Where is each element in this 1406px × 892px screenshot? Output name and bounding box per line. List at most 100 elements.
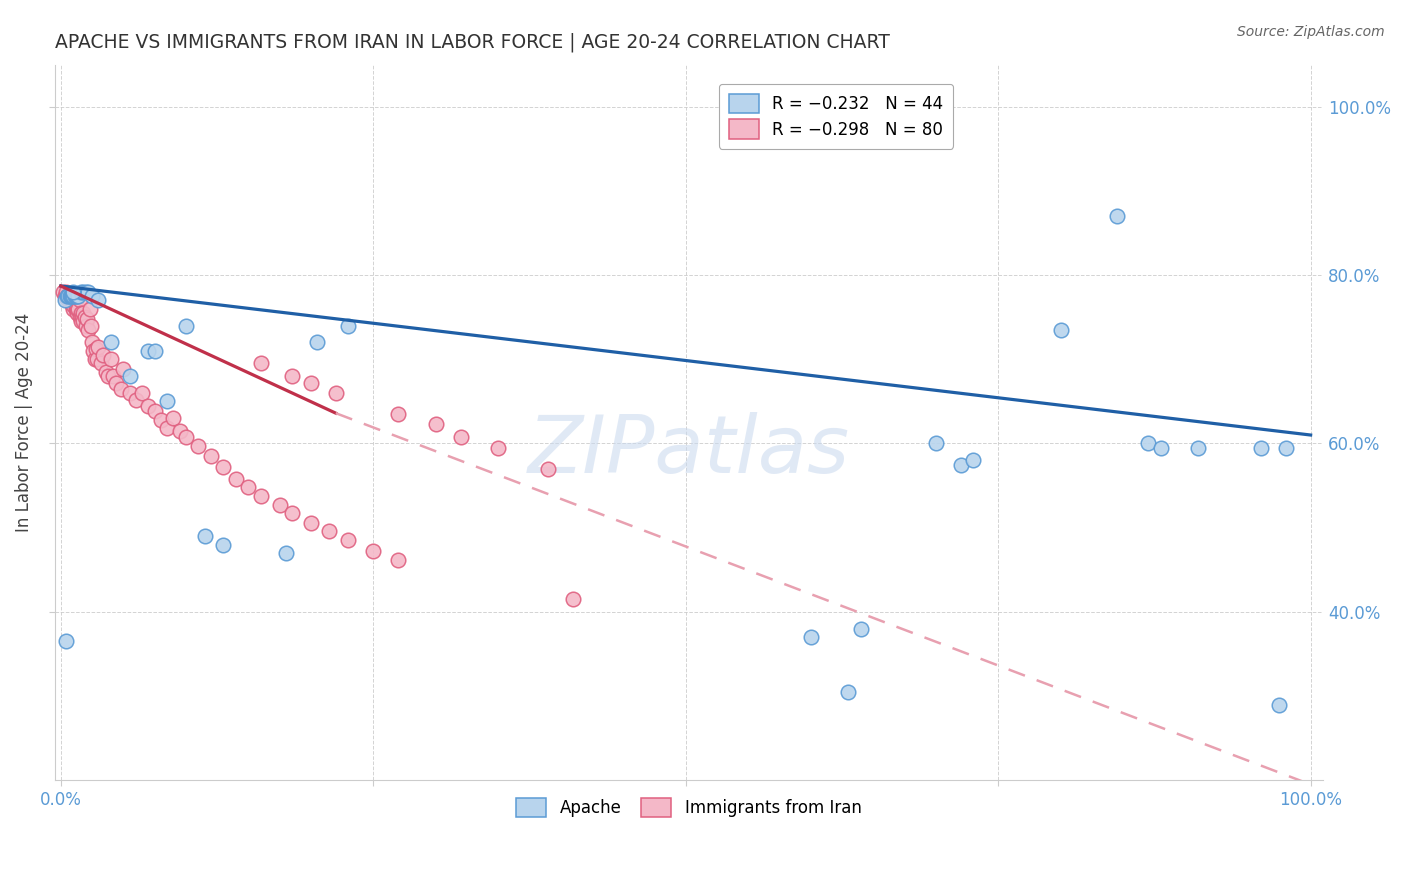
Point: [118, 369, 141, 384]
Point: [118, 386, 141, 401]
Point: [305, 335, 328, 350]
Point: [80, 318, 103, 333]
Point: [65, 297, 87, 311]
Point: [949, 458, 972, 472]
Y-axis label: In Labor Force | Age 20-24: In Labor Force | Age 20-24: [15, 313, 32, 532]
Point: [1137, 436, 1160, 450]
Point: [1250, 441, 1272, 455]
Point: [1105, 209, 1128, 223]
Point: [82, 343, 104, 358]
Point: [56, 289, 79, 303]
Point: [156, 421, 179, 435]
Point: [65, 289, 87, 303]
Point: [59, 289, 82, 303]
Point: [97, 369, 120, 384]
Point: [162, 411, 184, 425]
Point: [103, 369, 125, 384]
Point: [60, 297, 83, 311]
Point: [486, 441, 509, 455]
Point: [52, 285, 75, 299]
Point: [325, 386, 347, 401]
Point: [249, 489, 271, 503]
Point: [59, 293, 82, 308]
Point: [79, 301, 101, 316]
Point: [55, 634, 77, 648]
Point: [318, 524, 340, 538]
Point: [69, 314, 91, 328]
Point: [212, 537, 235, 551]
Point: [1049, 323, 1071, 337]
Point: [110, 382, 132, 396]
Point: [73, 310, 96, 325]
Point: [63, 289, 86, 303]
Point: [387, 407, 409, 421]
Point: [387, 552, 409, 566]
Point: [58, 289, 80, 303]
Point: [66, 306, 89, 320]
Point: [62, 285, 84, 299]
Point: [86, 352, 108, 367]
Point: [136, 399, 159, 413]
Point: [80, 335, 103, 350]
Point: [66, 289, 89, 303]
Point: [800, 630, 823, 644]
Point: [1274, 441, 1296, 455]
Point: [1150, 441, 1173, 455]
Point: [193, 529, 215, 543]
Point: [65, 301, 87, 316]
Point: [84, 342, 107, 356]
Point: [91, 348, 114, 362]
Point: [425, 417, 447, 431]
Point: [269, 498, 291, 512]
Point: [76, 311, 98, 326]
Point: [450, 430, 472, 444]
Point: [62, 289, 84, 303]
Point: [58, 289, 80, 303]
Point: [72, 285, 94, 299]
Point: [200, 449, 222, 463]
Point: [94, 365, 117, 379]
Point: [67, 301, 90, 316]
Point: [58, 293, 80, 308]
Point: [281, 506, 304, 520]
Point: [69, 293, 91, 308]
Point: [274, 546, 297, 560]
Point: [131, 386, 153, 401]
Point: [58, 289, 80, 303]
Point: [69, 310, 91, 325]
Point: [1187, 441, 1209, 455]
Point: [849, 622, 872, 636]
Point: [299, 516, 322, 531]
Point: [962, 453, 984, 467]
Point: [562, 592, 585, 607]
Point: [69, 285, 91, 299]
Point: [924, 436, 946, 450]
Point: [58, 289, 80, 303]
Point: [56, 289, 79, 303]
Point: [136, 343, 159, 358]
Point: [225, 472, 247, 486]
Point: [187, 439, 209, 453]
Point: [67, 289, 90, 303]
Point: [69, 306, 91, 320]
Point: [537, 461, 560, 475]
Point: [837, 685, 859, 699]
Point: [55, 285, 77, 299]
Point: [100, 352, 122, 367]
Point: [53, 289, 76, 303]
Point: [361, 544, 384, 558]
Point: [112, 362, 135, 376]
Text: ZIPatlas: ZIPatlas: [527, 412, 849, 490]
Point: [299, 376, 322, 390]
Point: [58, 293, 80, 308]
Point: [75, 318, 97, 333]
Point: [125, 392, 148, 407]
Point: [75, 285, 97, 299]
Point: [249, 356, 271, 370]
Point: [83, 352, 105, 367]
Point: [100, 335, 122, 350]
Point: [59, 289, 82, 303]
Legend: Apache, Immigrants from Iran: Apache, Immigrants from Iran: [508, 789, 870, 826]
Point: [143, 343, 166, 358]
Point: [149, 413, 172, 427]
